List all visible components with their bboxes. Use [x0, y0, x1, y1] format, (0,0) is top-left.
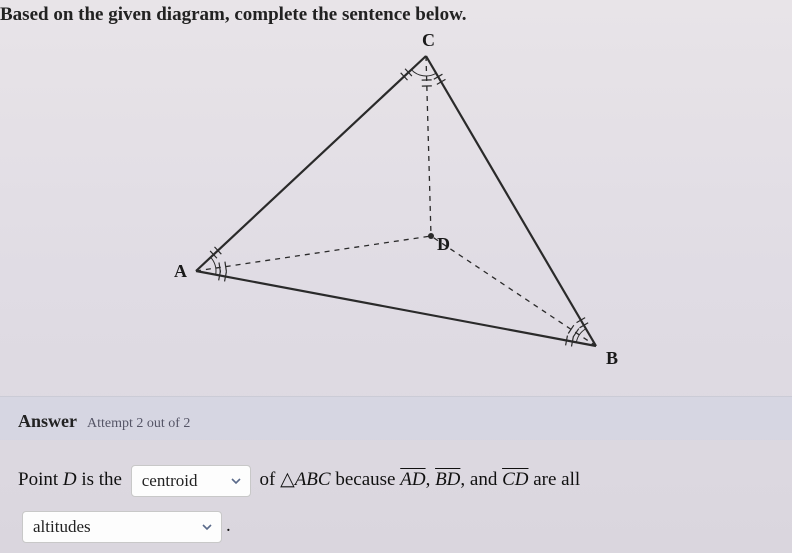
triangle-diagram: A B C D [86, 26, 706, 386]
answer-header: Answer Attempt 2 out of 2 [0, 396, 792, 440]
select-line-type-value: altitudes [33, 515, 187, 539]
text-part5: are all [528, 469, 580, 490]
text-part4: because [331, 469, 401, 490]
svg-text:A: A [174, 261, 187, 281]
attempt-count: Attempt 2 out of 2 [87, 416, 190, 431]
svg-text:B: B [606, 348, 618, 368]
triangle-name: ABC [295, 469, 331, 490]
svg-text:D: D [437, 234, 450, 254]
text-period: . [226, 515, 231, 536]
select-point-type-value: centroid [142, 469, 216, 493]
svg-text:C: C [422, 30, 435, 50]
segment-CD: CD [502, 469, 528, 490]
diagram-region: A B C D [0, 26, 792, 396]
chevron-down-icon [230, 475, 242, 487]
sentence-row-2: altitudes . [0, 500, 792, 546]
select-line-type[interactable]: altitudes [22, 511, 222, 543]
question-prompt: Based on the given diagram, complete the… [0, 0, 792, 26]
select-point-type[interactable]: centroid [131, 465, 251, 497]
text-part3: of [260, 469, 281, 490]
text-part2: is the [77, 469, 127, 490]
segment-BD: BD [435, 469, 460, 490]
segment-AD: AD [400, 469, 425, 490]
answer-label: Answer [18, 411, 77, 431]
triangle-symbol: △ [280, 469, 295, 490]
text-part1: Point [18, 469, 63, 490]
chevron-down-icon [201, 521, 213, 533]
var-D: D [63, 469, 77, 490]
sentence-row-1: Point D is the centroid of △ABC because … [0, 440, 792, 500]
